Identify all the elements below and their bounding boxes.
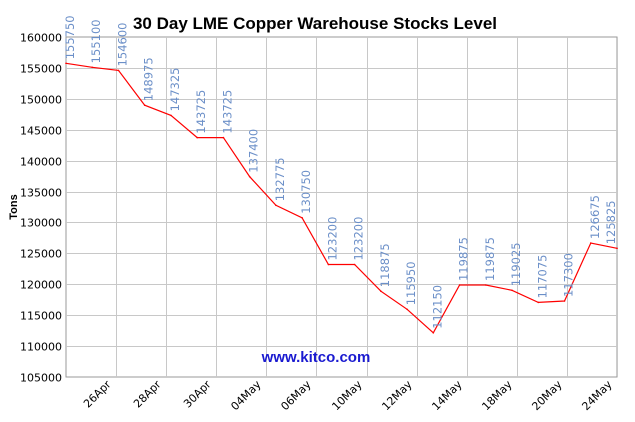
data-point — [537, 301, 540, 304]
data-point — [406, 308, 408, 311]
y-tick-label: 145000 — [20, 125, 62, 138]
series-line — [65, 62, 618, 334]
data-point — [563, 300, 566, 302]
plot-area — [65, 36, 618, 378]
data-label: 155100 — [89, 19, 103, 63]
data-point — [222, 136, 225, 139]
data-point — [91, 66, 93, 69]
data-label: 148975 — [142, 57, 156, 101]
data-point — [196, 136, 198, 139]
data-label: 126675 — [588, 195, 602, 239]
data-point — [117, 69, 120, 72]
data-label: 125825 — [604, 200, 618, 244]
y-tick-label: 150000 — [20, 94, 62, 107]
data-label: 132775 — [273, 157, 287, 201]
data-point — [511, 289, 513, 292]
y-axis-ticks: 105000 110000 115000 120000 125000 130000 1350… — [20, 32, 62, 385]
data-label: 117075 — [535, 254, 549, 298]
data-label: 154600 — [116, 22, 130, 66]
y-tick-label: 105000 — [20, 372, 62, 385]
data-point — [380, 290, 382, 293]
data-point — [327, 263, 330, 266]
y-tick-label: 135000 — [20, 187, 62, 200]
data-label: 112150 — [430, 285, 444, 329]
data-point — [275, 204, 277, 207]
data-label: 119875 — [457, 237, 471, 281]
data-point — [143, 104, 146, 106]
series-line-group — [65, 62, 618, 334]
data-label: 123200 — [325, 217, 339, 261]
data-point — [485, 284, 487, 286]
watermark: www.kitco.com — [261, 349, 371, 366]
data-label: 143725 — [220, 90, 234, 134]
data-label: 137400 — [247, 129, 261, 173]
data-point — [616, 247, 618, 250]
y-tick-label: 160000 — [20, 32, 62, 45]
data-point — [170, 114, 172, 117]
data-label: 130750 — [299, 170, 313, 214]
gridlines — [66, 37, 618, 377]
data-label: 117300 — [562, 253, 576, 297]
y-tick-label: 155000 — [20, 63, 62, 76]
data-point — [458, 284, 461, 286]
data-point — [353, 263, 356, 266]
data-label: 119025 — [509, 242, 523, 286]
y-tick-label: 130000 — [20, 217, 62, 230]
y-tick-label: 115000 — [20, 310, 62, 323]
y-tick-label: 125000 — [20, 248, 62, 261]
data-point — [432, 332, 435, 334]
data-point — [590, 242, 592, 244]
y-axis-label: Tons — [8, 194, 20, 219]
y-tick-label: 140000 — [20, 156, 62, 169]
y-tick-label: 110000 — [20, 341, 62, 354]
data-label: 143725 — [194, 90, 208, 134]
data-label: 119875 — [483, 237, 497, 281]
data-point — [248, 175, 251, 178]
data-labels: 155750 155100 154600 148975 147325 143725 1437… — [63, 15, 618, 328]
y-tick-label: 120000 — [20, 279, 62, 292]
data-label: 147325 — [168, 67, 182, 111]
chart-title: 30 Day LME Copper Warehouse Stocks Level — [133, 14, 497, 33]
data-point — [65, 62, 67, 65]
data-label: 118875 — [378, 243, 392, 287]
data-label: 115950 — [404, 261, 418, 305]
data-label: 155750 — [63, 15, 77, 59]
data-label: 123200 — [352, 217, 366, 261]
data-point — [301, 217, 303, 219]
